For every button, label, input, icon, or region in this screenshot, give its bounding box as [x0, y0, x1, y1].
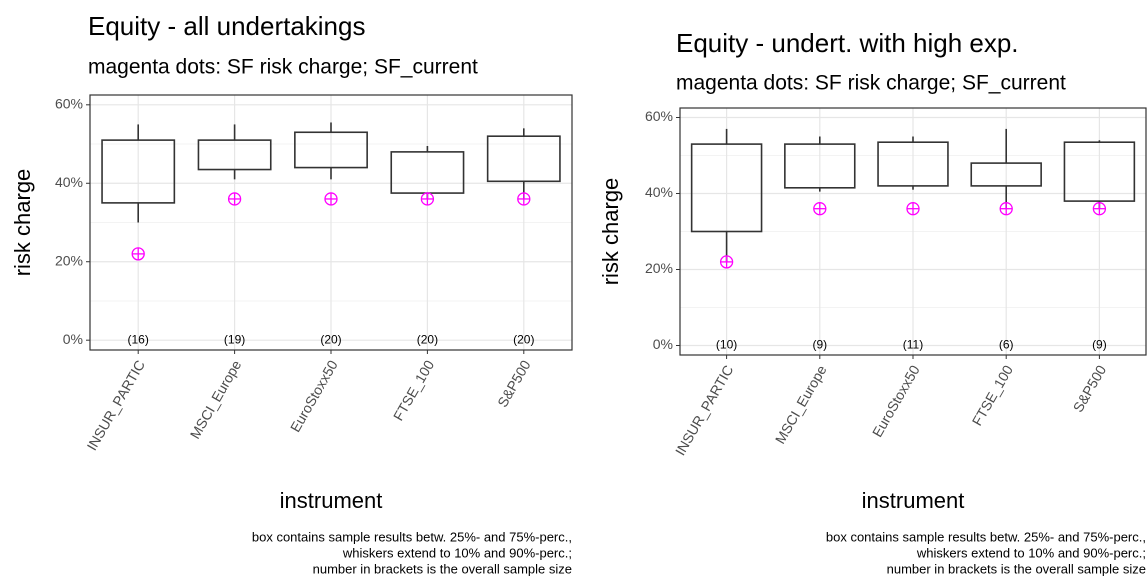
y-tick-label: 60% — [55, 96, 83, 112]
x-tick-label: INSUR_PARTIC — [83, 357, 148, 453]
caption: number in brackets is the overall sample… — [313, 561, 572, 576]
sample-size: (9) — [812, 338, 827, 352]
box — [101, 139, 176, 204]
box — [877, 141, 949, 187]
box — [784, 143, 856, 189]
sample-size: (20) — [417, 332, 438, 346]
box — [486, 135, 561, 183]
caption: whiskers extend to 10% and 90%-perc.; — [916, 545, 1146, 560]
x-tick-label: INSUR_PARTIC — [672, 362, 737, 458]
x-tick-label: MSCI_Europe — [772, 362, 830, 446]
sample-size: (19) — [224, 332, 245, 346]
sample-size: (20) — [513, 332, 534, 346]
y-axis-title: risk charge — [598, 178, 623, 286]
y-tick-label: 20% — [645, 260, 673, 276]
x-tick-label: EuroStoxx50 — [869, 362, 923, 440]
y-tick-label: 0% — [63, 331, 83, 347]
chart-subtitle: magenta dots: SF risk charge; SF_current — [88, 56, 478, 79]
box — [690, 143, 763, 233]
panel-border — [679, 107, 1147, 356]
caption: box contains sample results betw. 25%- a… — [826, 529, 1146, 544]
chart-subtitle: magenta dots: SF risk charge; SF_current — [676, 72, 1066, 95]
sample-size: (11) — [903, 338, 923, 352]
box — [970, 162, 1042, 187]
y-axis-title: risk charge — [10, 169, 35, 277]
chart-title: Equity - all undertakings — [88, 11, 365, 41]
x-tick-label: EuroStoxx50 — [287, 357, 341, 435]
x-tick-label: MSCI_Europe — [187, 357, 245, 441]
y-tick-label: 20% — [55, 252, 83, 268]
caption: box contains sample results betw. 25%- a… — [252, 529, 572, 544]
y-tick-label: 40% — [645, 184, 673, 200]
sample-size: (20) — [320, 332, 341, 346]
y-tick-label: 0% — [653, 336, 673, 352]
chart-title: Equity - undert. with high exp. — [676, 28, 1019, 58]
sample-size: (9) — [1092, 338, 1107, 352]
y-tick-label: 40% — [55, 174, 83, 190]
panel-border — [89, 94, 573, 351]
caption: whiskers extend to 10% and 90%-perc.; — [342, 545, 572, 560]
x-tick-label: FTSE_100 — [969, 362, 1016, 428]
y-tick-label: 60% — [645, 108, 673, 124]
x-tick-label: S&P500 — [494, 357, 534, 410]
box — [1063, 141, 1136, 202]
box — [294, 131, 368, 169]
sample-size: (6) — [999, 338, 1014, 352]
sample-size: (16) — [128, 332, 149, 346]
caption: number in brackets is the overall sample… — [887, 561, 1146, 576]
x-tick-label: S&P500 — [1070, 362, 1110, 415]
box — [197, 139, 272, 171]
x-tick-label: FTSE_100 — [390, 357, 437, 423]
x-axis-title: instrument — [280, 488, 383, 513]
sample-size: (10) — [716, 338, 737, 352]
x-axis-title: instrument — [862, 488, 965, 513]
